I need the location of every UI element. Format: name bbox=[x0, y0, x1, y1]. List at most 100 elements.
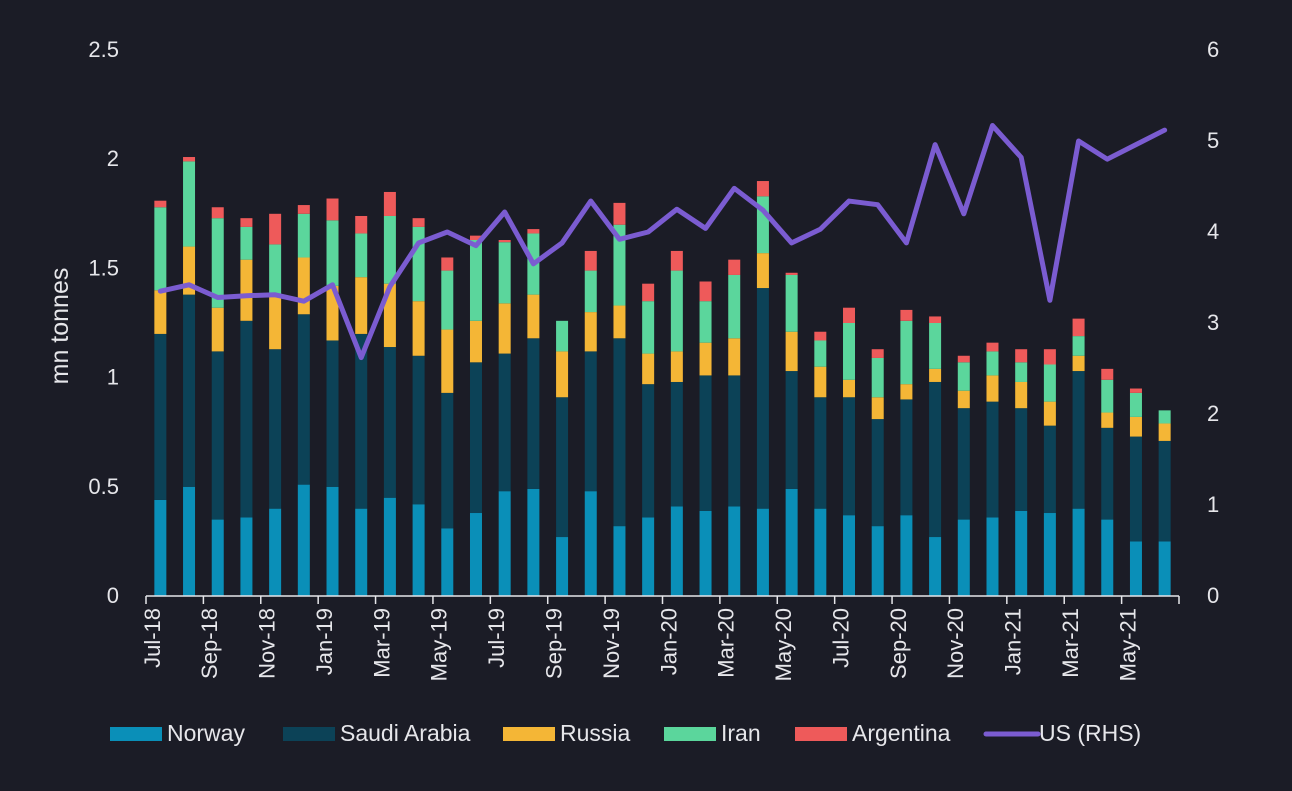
bar-saudi-arabia-jul-20 bbox=[843, 397, 856, 516]
bar-russia-jul-19 bbox=[498, 303, 511, 354]
bar-saudi-arabia-nov-19 bbox=[613, 338, 626, 527]
bar-norway-oct-19 bbox=[584, 491, 597, 596]
bar-norway-feb-20 bbox=[699, 510, 712, 596]
legend-label: US (RHS) bbox=[1039, 720, 1141, 746]
bar-argentina-nov-18 bbox=[269, 213, 282, 245]
bar-iran-nov-19 bbox=[613, 224, 626, 306]
bar-saudi-arabia-jan-19 bbox=[326, 340, 339, 487]
bar-norway-dec-19 bbox=[642, 517, 655, 596]
bar-argentina-apr-21 bbox=[1101, 368, 1114, 380]
bar-russia-jun-19 bbox=[469, 320, 482, 363]
x-tick-label: Nov-19 bbox=[599, 608, 624, 679]
bar-russia-jul-18 bbox=[154, 290, 167, 334]
bar-argentina-sep-20 bbox=[900, 309, 913, 321]
bar-norway-feb-19 bbox=[355, 508, 368, 596]
bar-norway-sep-19 bbox=[556, 537, 569, 596]
legend-label: Argentina bbox=[852, 720, 951, 746]
bar-iran-dec-18 bbox=[297, 213, 310, 258]
legend-label: Iran bbox=[721, 720, 761, 746]
bar-russia-dec-20 bbox=[986, 375, 999, 402]
bar-saudi-arabia-jun-20 bbox=[814, 397, 827, 509]
bar-saudi-arabia-jul-19 bbox=[498, 353, 511, 492]
bar-russia-oct-20 bbox=[929, 368, 942, 382]
legend-item-norway: Norway bbox=[110, 720, 245, 746]
bar-iran-apr-19 bbox=[412, 226, 425, 302]
bar-argentina-dec-20 bbox=[986, 342, 999, 352]
bar-argentina-jul-18 bbox=[154, 200, 167, 208]
bar-saudi-arabia-jun-19 bbox=[469, 362, 482, 514]
legend-item-russia: Russia bbox=[503, 720, 631, 746]
bar-russia-feb-19 bbox=[355, 277, 368, 334]
bar-russia-dec-19 bbox=[642, 353, 655, 385]
bar-saudi-arabia-apr-19 bbox=[412, 355, 425, 505]
x-tick-label: Mar-20 bbox=[714, 608, 739, 678]
bar-argentina-aug-19 bbox=[527, 229, 540, 234]
bar-norway-mar-19 bbox=[383, 497, 396, 596]
legend: Norway Saudi Arabia Russia Iran Argentina US … bbox=[110, 720, 1141, 746]
bar-iran-aug-20 bbox=[871, 357, 884, 398]
bar-russia-apr-19 bbox=[412, 301, 425, 356]
bar-argentina-jan-19 bbox=[326, 198, 339, 221]
bar-iran-nov-20 bbox=[957, 362, 970, 391]
x-tick-label: Jul-20 bbox=[829, 608, 854, 668]
bar-iran-jan-21 bbox=[1015, 362, 1028, 382]
bar-iran-oct-19 bbox=[584, 270, 597, 313]
bar-iran-oct-20 bbox=[929, 323, 942, 369]
bar-russia-nov-20 bbox=[957, 390, 970, 409]
bar-iran-nov-18 bbox=[269, 244, 282, 295]
bar-saudi-arabia-feb-19 bbox=[355, 333, 368, 509]
y-tick-label: 2 bbox=[107, 146, 119, 171]
y2-tick-label: 5 bbox=[1207, 128, 1219, 153]
x-tick-label: Sep-20 bbox=[886, 608, 911, 679]
bar-saudi-arabia-may-21 bbox=[1129, 436, 1142, 542]
x-tick-label: Mar-19 bbox=[369, 608, 394, 678]
x-tick-label: May-19 bbox=[427, 608, 452, 681]
legend-swatch bbox=[795, 727, 847, 741]
x-tick-label: Nov-18 bbox=[255, 608, 280, 679]
bar-norway-jul-20 bbox=[843, 515, 856, 596]
bar-iran-jan-20 bbox=[670, 270, 683, 352]
bar-saudi-arabia-aug-20 bbox=[871, 419, 884, 527]
bar-argentina-mar-19 bbox=[383, 191, 396, 216]
y2-tick-label: 1 bbox=[1207, 492, 1219, 517]
bar-iran-may-19 bbox=[441, 270, 454, 330]
bar-norway-jan-19 bbox=[326, 486, 339, 596]
bar-argentina-jul-19 bbox=[498, 240, 511, 243]
bar-saudi-arabia-mar-19 bbox=[383, 347, 396, 498]
bar-argentina-oct-20 bbox=[929, 316, 942, 323]
bars bbox=[154, 157, 1171, 596]
legend-item-iran: Iran bbox=[664, 720, 761, 746]
bar-argentina-apr-20 bbox=[756, 181, 769, 197]
y2-tick-label: 6 bbox=[1207, 37, 1219, 62]
bar-saudi-arabia-jul-18 bbox=[154, 333, 167, 500]
bar-norway-may-20 bbox=[785, 488, 798, 596]
y2-tick-label: 2 bbox=[1207, 401, 1219, 426]
bar-russia-mar-21 bbox=[1072, 355, 1085, 372]
bar-iran-sep-18 bbox=[211, 218, 224, 308]
bar-iran-may-21 bbox=[1129, 392, 1142, 417]
bar-russia-aug-20 bbox=[871, 397, 884, 420]
bar-argentina-dec-18 bbox=[297, 205, 310, 214]
y-tick-label: 0.5 bbox=[88, 474, 119, 499]
bar-norway-dec-18 bbox=[297, 484, 310, 596]
bar-iran-feb-21 bbox=[1043, 364, 1056, 402]
bar-saudi-arabia-feb-21 bbox=[1043, 425, 1056, 514]
bar-iran-jun-20 bbox=[814, 340, 827, 367]
bar-norway-jul-19 bbox=[498, 491, 511, 596]
bar-saudi-arabia-aug-19 bbox=[527, 338, 540, 489]
y-tick-label: 1.5 bbox=[88, 255, 119, 280]
y2-tick-label: 0 bbox=[1207, 583, 1219, 608]
bar-russia-jun-20 bbox=[814, 366, 827, 398]
bar-saudi-arabia-jan-20 bbox=[670, 381, 683, 507]
bar-saudi-arabia-aug-18 bbox=[183, 294, 196, 487]
bar-russia-nov-18 bbox=[269, 294, 282, 350]
bar-russia-apr-20 bbox=[756, 253, 769, 289]
bar-russia-sep-18 bbox=[211, 307, 224, 352]
bar-saudi-arabia-sep-19 bbox=[556, 397, 569, 538]
y-tick-label: 2.5 bbox=[88, 37, 119, 62]
bar-russia-mar-20 bbox=[728, 338, 741, 376]
bar-norway-sep-20 bbox=[900, 515, 913, 596]
bar-argentina-oct-19 bbox=[584, 250, 597, 271]
bar-norway-aug-19 bbox=[527, 488, 540, 596]
bar-russia-jul-20 bbox=[843, 379, 856, 398]
